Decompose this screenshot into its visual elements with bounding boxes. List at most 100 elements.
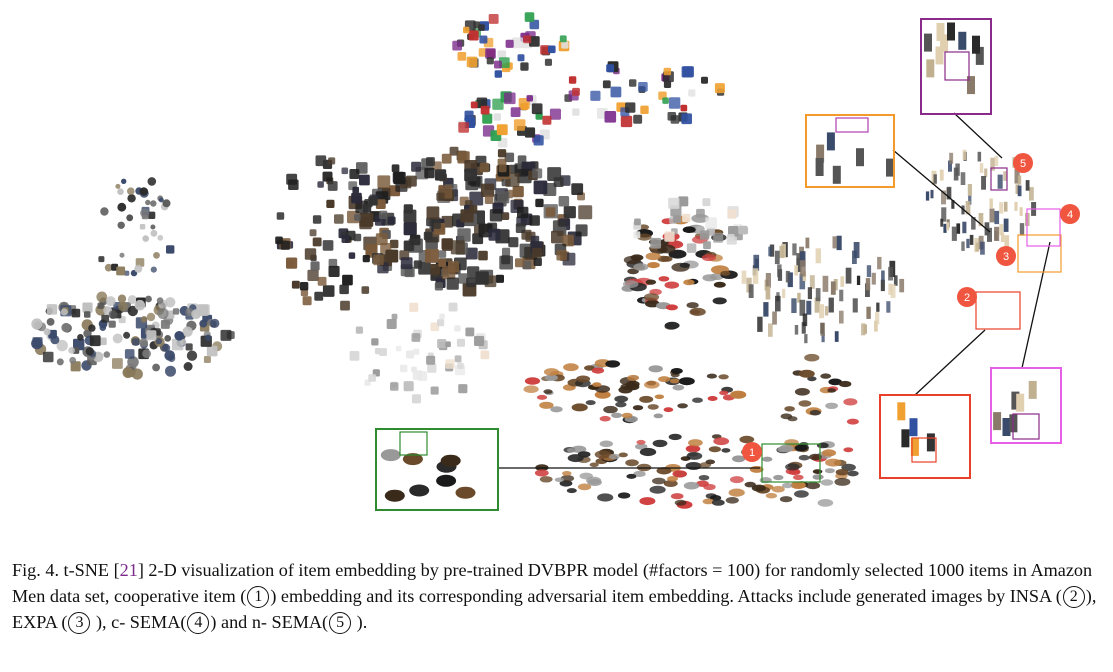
pants-thumbnail (866, 306, 871, 319)
shoe-thumbnail (773, 474, 784, 481)
product-thumbnail (508, 237, 519, 248)
pants-thumbnail (1015, 184, 1019, 194)
product-thumbnail (427, 363, 437, 373)
watch-thumbnail (165, 365, 176, 377)
shoe-thumbnail (683, 279, 695, 286)
product-thumbnail (466, 277, 476, 288)
cooperative-box (375, 428, 499, 511)
product-thumbnail (334, 214, 344, 224)
caption-text-4: ), EXPA ( (12, 586, 1097, 632)
watch-thumbnail (147, 177, 157, 186)
pants-thumbnail (946, 186, 952, 200)
product-thumbnail (696, 208, 705, 218)
shoe-thumbnail (639, 395, 654, 403)
expa-box (805, 114, 895, 188)
product-thumbnail (492, 98, 504, 110)
product-thumbnail (662, 97, 669, 104)
pants-thumbnail (768, 246, 772, 257)
highlighted-item-thumbnail (832, 165, 841, 184)
highlighted-item-thumbnail (402, 453, 423, 466)
shoe-thumbnail (536, 394, 548, 400)
shoe-thumbnail (567, 454, 584, 463)
product-thumbnail (524, 12, 535, 22)
pants-thumbnail (763, 302, 769, 317)
connector-lines (498, 112, 1051, 469)
product-thumbnail (434, 282, 443, 291)
product-thumbnail (556, 250, 567, 261)
product-thumbnail (389, 239, 399, 249)
n-sema-inner-box (944, 51, 970, 81)
product-thumbnail (450, 240, 465, 255)
pants-thumbnail (1003, 171, 1007, 181)
pants-thumbnail (946, 222, 950, 231)
product-thumbnail (390, 382, 399, 391)
pants-thumbnail (1014, 201, 1018, 211)
product-thumbnail (432, 161, 442, 171)
pants-thumbnail (969, 234, 974, 245)
caption-text-5: ), c- SEMA( (91, 612, 187, 632)
product-thumbnail (532, 247, 542, 258)
pants-thumbnail (804, 334, 808, 344)
shoe-thumbnail (534, 469, 549, 477)
watch-thumbnail (183, 362, 193, 371)
product-thumbnail (512, 186, 524, 198)
shoe-thumbnail (686, 302, 699, 309)
product-thumbnail (501, 212, 510, 220)
product-thumbnail (304, 248, 317, 260)
product-thumbnail (470, 101, 478, 109)
product-thumbnail (280, 240, 290, 250)
pants-thumbnail (940, 218, 944, 227)
product-thumbnail (575, 224, 588, 237)
expa-inner-box (835, 117, 869, 133)
product-thumbnail (349, 169, 360, 179)
shoe-thumbnail (798, 454, 810, 461)
highlighted-item-thumbnail (826, 132, 835, 151)
product-thumbnail (89, 335, 101, 347)
pants-thumbnail (990, 157, 995, 171)
shoe-thumbnail (611, 412, 623, 418)
product-thumbnail (519, 243, 534, 258)
pants-thumbnail (925, 191, 930, 201)
product-thumbnail (523, 35, 532, 44)
watch-thumbnail (56, 339, 68, 352)
pants-thumbnail (1017, 185, 1022, 197)
watch-thumbnail (205, 334, 212, 341)
pants-thumbnail (830, 281, 836, 295)
product-thumbnail (682, 213, 691, 223)
watch-thumbnail (61, 322, 71, 333)
product-thumbnail (488, 228, 501, 241)
pants-thumbnail (893, 275, 898, 286)
watch-thumbnail (117, 221, 125, 229)
pants-thumbnail (874, 320, 878, 332)
reference-link[interactable]: 21 (119, 560, 138, 580)
product-thumbnail (532, 168, 543, 179)
figure-label: Fig. 4. (12, 560, 59, 580)
shoe-thumbnail (636, 439, 646, 445)
watch-thumbnail (142, 349, 152, 358)
shoe-thumbnail (744, 481, 756, 488)
watch-thumbnail (155, 338, 163, 345)
shoe-thumbnail (605, 360, 621, 368)
product-thumbnail (322, 240, 334, 251)
pants-thumbnail (815, 288, 821, 302)
pants-thumbnail (765, 286, 771, 300)
shoe-thumbnail (644, 380, 660, 389)
product-thumbnail (466, 56, 478, 68)
product-thumbnail (97, 302, 104, 309)
pants-thumbnail (800, 251, 806, 267)
shoe-thumbnail (647, 262, 660, 269)
product-thumbnail (371, 338, 379, 346)
pants-thumbnail (861, 323, 866, 336)
shoe-thumbnail (664, 281, 680, 289)
product-thumbnail (362, 204, 372, 213)
watch-thumbnail (167, 354, 176, 363)
product-thumbnail (413, 260, 422, 269)
pants-thumbnail (799, 260, 806, 277)
product-thumbnail (348, 252, 356, 259)
shoe-thumbnail (713, 437, 730, 446)
product-thumbnail (633, 231, 641, 239)
watch-thumbnail (68, 347, 75, 354)
watch-thumbnail (157, 307, 169, 320)
pants-thumbnail (777, 264, 782, 278)
watch-thumbnail (69, 356, 77, 364)
